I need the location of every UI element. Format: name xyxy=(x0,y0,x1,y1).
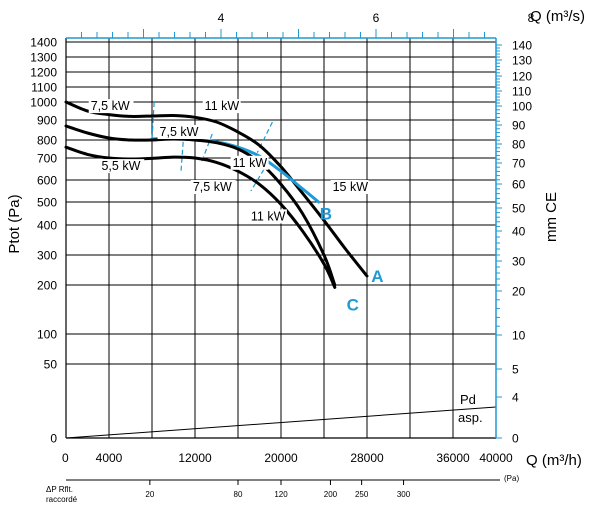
power-label-bg xyxy=(157,125,203,139)
power-boundary-marker xyxy=(256,121,273,153)
top-axis-tick-label: 6 xyxy=(373,11,380,25)
left-axis-tick-label: 600 xyxy=(37,174,57,188)
right-axis-tick-label: 20 xyxy=(512,285,526,299)
pd-line: Pd asp. xyxy=(65,392,497,439)
power-label: 11 kW xyxy=(233,156,268,170)
right-axis-tick-label: 0 xyxy=(512,432,519,446)
bottom-axis-tick-label: 0 xyxy=(62,451,69,465)
top-axis-tick-label: 4 xyxy=(218,11,225,25)
left-axis-tick-label: 1400 xyxy=(30,36,57,50)
right-axis-tick-label: 4 xyxy=(512,391,519,405)
left-axis-tick-label: 1300 xyxy=(30,51,57,65)
right-axis-tick-label: 140 xyxy=(512,39,532,53)
right-axis-tick-label: 5 xyxy=(512,363,519,377)
power-label: 5,5 kW xyxy=(101,159,140,173)
pd-scale-tick-label: 20 xyxy=(145,490,154,499)
left-axis-tick-label: 700 xyxy=(37,152,57,166)
power-boundary-marker xyxy=(250,162,269,192)
left-axis-tick-label: 50 xyxy=(44,358,58,372)
pd-scale-tick-label: 300 xyxy=(397,490,411,499)
bottom-axis-tick-label: 40000 xyxy=(479,451,513,465)
power-label-bg xyxy=(88,99,134,114)
pd-scale-tick-label: 120 xyxy=(274,490,288,499)
power-label: 11 kW xyxy=(251,209,286,223)
left-axis-tick-label: 0 xyxy=(50,432,57,446)
top-axis-tick-label: 8 xyxy=(528,11,535,25)
left-axis-tick-label: 900 xyxy=(37,114,57,128)
left-axis-tick-label: 300 xyxy=(37,249,57,263)
bottom-axis-tick-label: 20000 xyxy=(264,451,298,465)
power-label-bg xyxy=(99,159,145,174)
fan-curve-mid-2 xyxy=(64,124,337,287)
power-label: 7,5 kW xyxy=(91,99,130,113)
grid xyxy=(65,38,497,438)
fan-curve-C xyxy=(64,145,337,289)
bottom-axis-tick-label: 12000 xyxy=(178,451,212,465)
pd-scale-tick-label: 250 xyxy=(355,490,369,499)
power-label: 11 kW xyxy=(205,99,240,113)
right-axis-tick-label: 40 xyxy=(512,225,526,239)
pd-asp-label: asp. xyxy=(458,410,483,425)
left-axis-tick-label: 200 xyxy=(37,279,57,293)
power-label-bg xyxy=(230,155,269,170)
left-axis-tick-label: 800 xyxy=(37,134,57,148)
right-axis-tick-label: 90 xyxy=(512,119,526,133)
left-axis-title: Ptot (Pa) xyxy=(6,194,23,253)
pd-asp-label: Pd xyxy=(460,392,476,407)
axes: 4681004510203040506070809010011012013014… xyxy=(30,11,535,504)
top-axis-title: Q (m³/s) xyxy=(530,8,585,25)
power-label: 15 kW xyxy=(333,180,369,194)
right-axis-tick-label: 30 xyxy=(512,255,526,269)
right-axis-tick-label: 110 xyxy=(512,85,531,99)
power-label-bg xyxy=(190,180,236,194)
left-axis-tick-label: 500 xyxy=(37,196,57,210)
fan-curves xyxy=(64,100,369,289)
pd-scale-label: raccordé xyxy=(46,495,78,504)
left-axis-tick-label: 400 xyxy=(37,219,57,233)
power-label-bg xyxy=(248,209,287,224)
series-label-C: C xyxy=(347,296,359,315)
left-axis-tick-label: 1000 xyxy=(30,96,57,110)
power-boundary-marker xyxy=(200,133,213,163)
right-axis-tick-label: 60 xyxy=(512,178,526,192)
pd-scale-unit: (Pa) xyxy=(504,474,519,483)
power-label: 7,5 kW xyxy=(160,125,199,139)
pd-scale-label: ΔP Rflt. xyxy=(46,485,73,494)
bottom-axis-tick-label: 36000 xyxy=(436,451,470,465)
right-axis-tick-label: 80 xyxy=(512,138,526,152)
series-label-B: B xyxy=(320,205,332,224)
right-axis-title: mm CE xyxy=(543,192,560,242)
power-boundary-marker xyxy=(180,141,184,172)
right-axis-tick-label: 10 xyxy=(512,329,526,343)
right-axis-tick-label: 130 xyxy=(512,54,532,68)
power-label-bg xyxy=(202,99,241,114)
bottom-axis-tick-label: 28000 xyxy=(350,451,384,465)
power-boundary-marker xyxy=(151,101,155,141)
bottom-axis-title: Q (m³/h) xyxy=(526,452,582,469)
bottom-axis-tick-label: 4000 xyxy=(96,451,123,465)
power-label-bg xyxy=(330,180,369,194)
fan-curve-A xyxy=(64,100,369,278)
power-label: 7,5 kW xyxy=(193,180,232,194)
pd-scale-tick-label: 80 xyxy=(234,490,243,499)
left-axis-tick-label: 1100 xyxy=(31,81,57,95)
right-axis-tick-label: 50 xyxy=(512,202,526,216)
pd-asp-line xyxy=(65,406,497,439)
right-axis-tick-label: 100 xyxy=(512,100,532,114)
series-label-A: A xyxy=(371,267,383,286)
pd-scale-tick-label: 200 xyxy=(324,490,338,499)
left-axis-tick-label: 100 xyxy=(37,328,57,342)
right-axis-tick-label: 120 xyxy=(512,70,532,84)
right-axis-tick-label: 70 xyxy=(512,157,526,171)
left-axis-tick-label: 1200 xyxy=(30,66,57,80)
